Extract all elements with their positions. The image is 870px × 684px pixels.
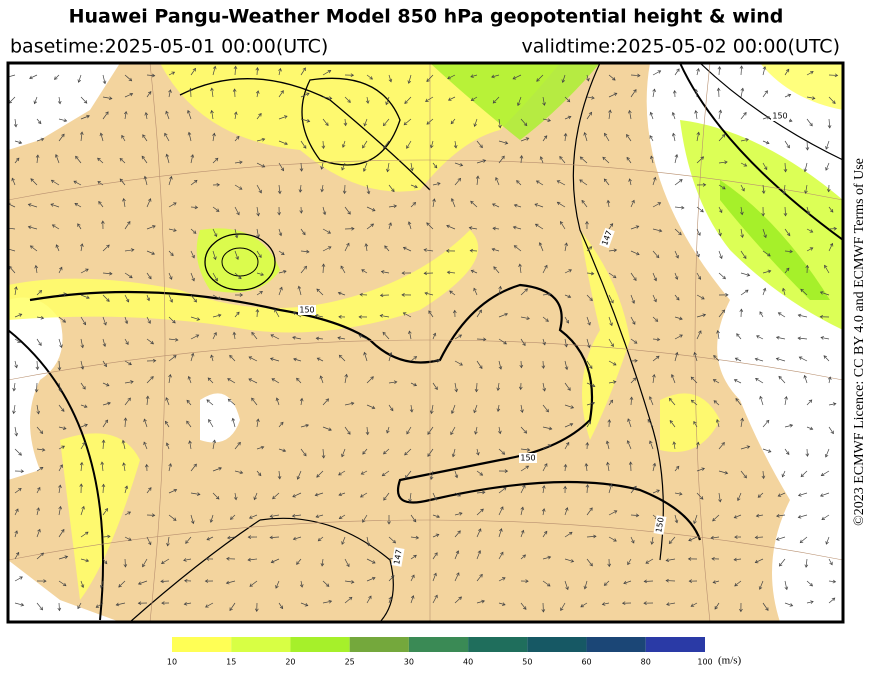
colorbar-tick-label: 15 (226, 658, 236, 667)
colorbar-tick-label: 30 (404, 658, 414, 667)
colorbar: 10 15 20 25 30 40 50 60 80 100 (m/s) (167, 637, 742, 667)
colorbar-segment (409, 637, 468, 652)
colorbar-tick-label: 25 (345, 658, 355, 667)
colorbar-tick-label: 20 (285, 658, 295, 667)
contour-label: 150 (520, 454, 535, 463)
licence: ©2023 ECMWF Licence: CC BY 4.0 and ECMWF… (852, 158, 867, 526)
colorbar-segment (290, 637, 349, 652)
title: Huawei Pangu-Weather Model 850 hPa geopo… (69, 6, 784, 28)
colorbar-segment (587, 637, 646, 652)
validtime: validtime:2025-05-02 00:00(UTC) (521, 36, 840, 58)
colorbar-segment (350, 637, 409, 652)
colorbar-unit: (m/s) (718, 655, 742, 667)
colorbar-tick-label: 100 (697, 658, 712, 667)
colorbar-tick-label: 10 (167, 658, 177, 667)
colorbar-segment (231, 637, 290, 652)
colorbar-segment (646, 637, 705, 652)
colorbar-tick-label: 40 (463, 658, 473, 667)
colorbar-segment (527, 637, 586, 652)
colorbar-segment (468, 637, 527, 652)
contour-label: 150 (772, 112, 787, 121)
colorbar-segment (172, 637, 231, 652)
basetime: basetime:2025-05-01 00:00(UTC) (10, 36, 328, 58)
contour-label: 150 (299, 306, 314, 315)
colorbar-tick-label: 50 (522, 658, 532, 667)
colorbar-tick-label: 60 (581, 658, 591, 667)
colorbar-tick-label: 80 (641, 658, 651, 667)
